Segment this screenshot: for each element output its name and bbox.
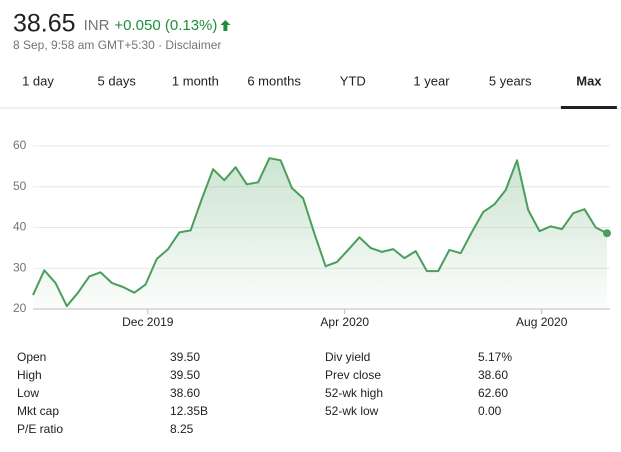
y-tick-label: 20 [13, 301, 27, 315]
price-line [32, 157, 608, 308]
stat-label: 52-wk low [325, 404, 379, 418]
tab[interactable]: 6 months [247, 73, 301, 88]
stat-label: Open [17, 350, 46, 364]
x-tick-label: Apr 2020 [320, 315, 369, 329]
stat-label: 52-wk high [325, 386, 383, 400]
stat-label: Div yield [325, 350, 370, 364]
tab[interactable]: 1 day [22, 73, 54, 88]
price-change: +0.050 (0.13%) [114, 17, 217, 34]
timestamp[interactable]: 8 Sep, 9:58 am GMT+5:30 · Disclaimer [13, 38, 221, 52]
up-arrow [220, 20, 231, 31]
y-tick-label: 40 [13, 220, 27, 234]
stat-value: 8.25 [170, 422, 194, 436]
stat-label: P/E ratio [17, 422, 63, 436]
x-tick-label: Aug 2020 [516, 315, 568, 329]
y-tick-label: 50 [13, 179, 27, 193]
stat-label: Prev close [325, 368, 381, 382]
stat-value: 38.60 [478, 368, 508, 382]
x-tick-label: Dec 2019 [122, 315, 174, 329]
price: 38.65 [13, 10, 76, 38]
stat-value: 12.35B [170, 404, 208, 418]
currency: INR [84, 17, 110, 34]
stat-value: 38.60 [170, 386, 200, 400]
stat-label: High [17, 368, 42, 382]
y-tick-label: 60 [13, 138, 27, 152]
tab[interactable]: Max [576, 73, 602, 88]
stat-value: 62.60 [478, 386, 508, 400]
last-point [603, 229, 611, 238]
stat-value: 5.17% [478, 350, 512, 364]
tab[interactable]: 5 years [489, 73, 532, 88]
y-tick-label: 30 [13, 260, 27, 274]
tab[interactable]: 1 year [413, 73, 450, 88]
stat-value: 39.50 [170, 350, 200, 364]
tab[interactable]: 5 days [98, 73, 137, 88]
stat-label: Low [17, 386, 39, 400]
stat-value: 39.50 [170, 368, 200, 382]
area-fill [33, 158, 607, 309]
stat-value: 0.00 [478, 404, 502, 418]
tab-underline [560, 106, 617, 109]
tab[interactable]: YTD [340, 73, 366, 88]
stat-label: Mkt cap [17, 404, 59, 418]
tab[interactable]: 1 month [172, 73, 219, 88]
